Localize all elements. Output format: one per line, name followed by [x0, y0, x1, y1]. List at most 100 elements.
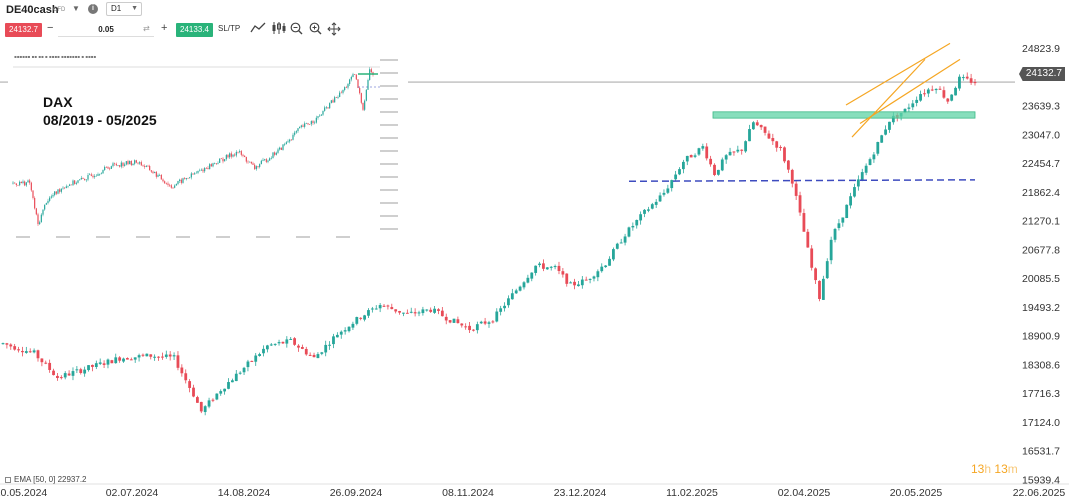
indicator-legend[interactable]: EMA [50, 0] 22937.2: [5, 475, 87, 484]
candle-body: [798, 195, 802, 213]
inset-candle-body: [267, 160, 269, 162]
inset-candle-body: [117, 165, 119, 166]
candle-body: [199, 401, 203, 412]
swap-icon[interactable]: ⇄: [143, 24, 150, 33]
inset-candle-body: [289, 139, 291, 142]
candle-body: [608, 258, 611, 266]
candlestick-icon[interactable]: [271, 21, 287, 35]
inset-candle-body: [204, 167, 206, 172]
inset-candle-body: [274, 152, 276, 155]
candle-body: [961, 77, 965, 79]
inset-candle-body: [107, 167, 109, 169]
inset-axis-mark: [296, 236, 310, 238]
inset-candle-body: [122, 162, 124, 166]
inset-axis-mark: [380, 189, 398, 191]
inset-candle-body: [54, 191, 56, 196]
inset-candle-body: [179, 179, 181, 182]
inset-candle-body: [319, 115, 321, 117]
candle-body: [853, 187, 856, 197]
candle-body: [643, 209, 646, 214]
inset-candle-body: [315, 117, 317, 123]
inset-candle-body: [130, 161, 132, 166]
inset-candle-body: [207, 167, 209, 170]
quantity-input[interactable]: 0.05: [58, 23, 154, 37]
inset-axis-mark: [380, 215, 398, 217]
inset-candle-body: [29, 180, 31, 183]
inset-candle-body: [35, 208, 37, 215]
candle-body: [553, 266, 557, 268]
candle-body: [569, 282, 573, 284]
candle-body: [75, 369, 79, 371]
timeframe-select[interactable]: D1 ▼: [106, 2, 142, 16]
info-icon[interactable]: i: [88, 4, 98, 14]
y-tick-label: 15939.4: [1022, 475, 1060, 487]
candle-body: [464, 326, 468, 328]
zoom-in-icon[interactable]: [309, 22, 322, 35]
inset-candle-body: [62, 187, 64, 189]
inset-candle-body: [294, 132, 296, 135]
candle-body: [833, 228, 837, 240]
buy-button[interactable]: 24133.4: [176, 23, 213, 37]
current-price-badge: 24132.7: [1019, 67, 1065, 81]
inset-candle-body: [335, 97, 337, 98]
candle-body: [63, 373, 67, 378]
zoom-out-icon[interactable]: [290, 22, 303, 35]
inset-candle-body: [110, 166, 112, 169]
symbol-name[interactable]: DE40cash: [6, 4, 59, 16]
candle-body: [872, 154, 876, 160]
inset-axis-mark: [16, 236, 30, 238]
candle-body: [242, 367, 246, 373]
candle-body: [207, 400, 211, 407]
sell-button[interactable]: 24132.7: [5, 23, 42, 37]
candle-body: [946, 98, 950, 102]
inset-candle-body: [137, 162, 139, 164]
crosshair-icon[interactable]: [327, 22, 341, 36]
increase-quantity-button[interactable]: +: [161, 22, 168, 34]
inset-candle-body: [354, 74, 356, 75]
candle-body: [530, 272, 534, 279]
inset-candle-body: [337, 96, 339, 98]
candle-body: [868, 159, 872, 165]
inset-candle-body: [230, 153, 232, 157]
inset-candle-body: [214, 163, 216, 164]
support-zone: [712, 111, 976, 119]
inset-candle-body: [357, 79, 359, 89]
inset-candle-body: [69, 184, 71, 186]
inset-candle-body: [300, 125, 302, 127]
decrease-quantity-button[interactable]: −: [47, 22, 54, 34]
inset-candle-body: [27, 180, 29, 183]
candle-body: [265, 345, 269, 350]
candle-body: [538, 263, 541, 266]
candle-body: [433, 308, 436, 313]
inset-candle-body: [80, 177, 82, 180]
candle-body: [950, 94, 954, 101]
inset-candle-body: [345, 87, 347, 88]
inset-candle-body: [154, 171, 156, 173]
inset-axis-mark: [380, 72, 398, 74]
inset-candle-body: [180, 179, 182, 183]
x-tick-label: 22.06.2025: [1013, 487, 1066, 499]
inset-axis-mark: [380, 228, 398, 230]
candle-body: [806, 231, 810, 248]
candle-body: [262, 348, 265, 354]
candle-body: [499, 308, 503, 312]
line-chart-icon[interactable]: [250, 22, 266, 34]
candle-body: [59, 377, 63, 379]
candles: [1, 72, 977, 416]
symbol-dropdown-icon[interactable]: ▼: [72, 4, 80, 13]
indicator-settings-icon[interactable]: [5, 476, 11, 483]
inset-axis-mark: [380, 111, 398, 113]
candle-body: [161, 356, 164, 358]
inset-candle-body: [367, 80, 369, 90]
inset-candle-body: [165, 183, 167, 184]
inset-candle-body: [65, 186, 67, 188]
sltp-button[interactable]: SL/TP: [218, 24, 241, 33]
candle-body: [145, 353, 149, 357]
candle-body: [767, 133, 771, 139]
candle-body: [942, 90, 946, 98]
inset-candle-body: [240, 151, 242, 155]
candle-body: [293, 338, 296, 345]
candle-body: [56, 375, 59, 379]
candle-body: [724, 155, 728, 160]
